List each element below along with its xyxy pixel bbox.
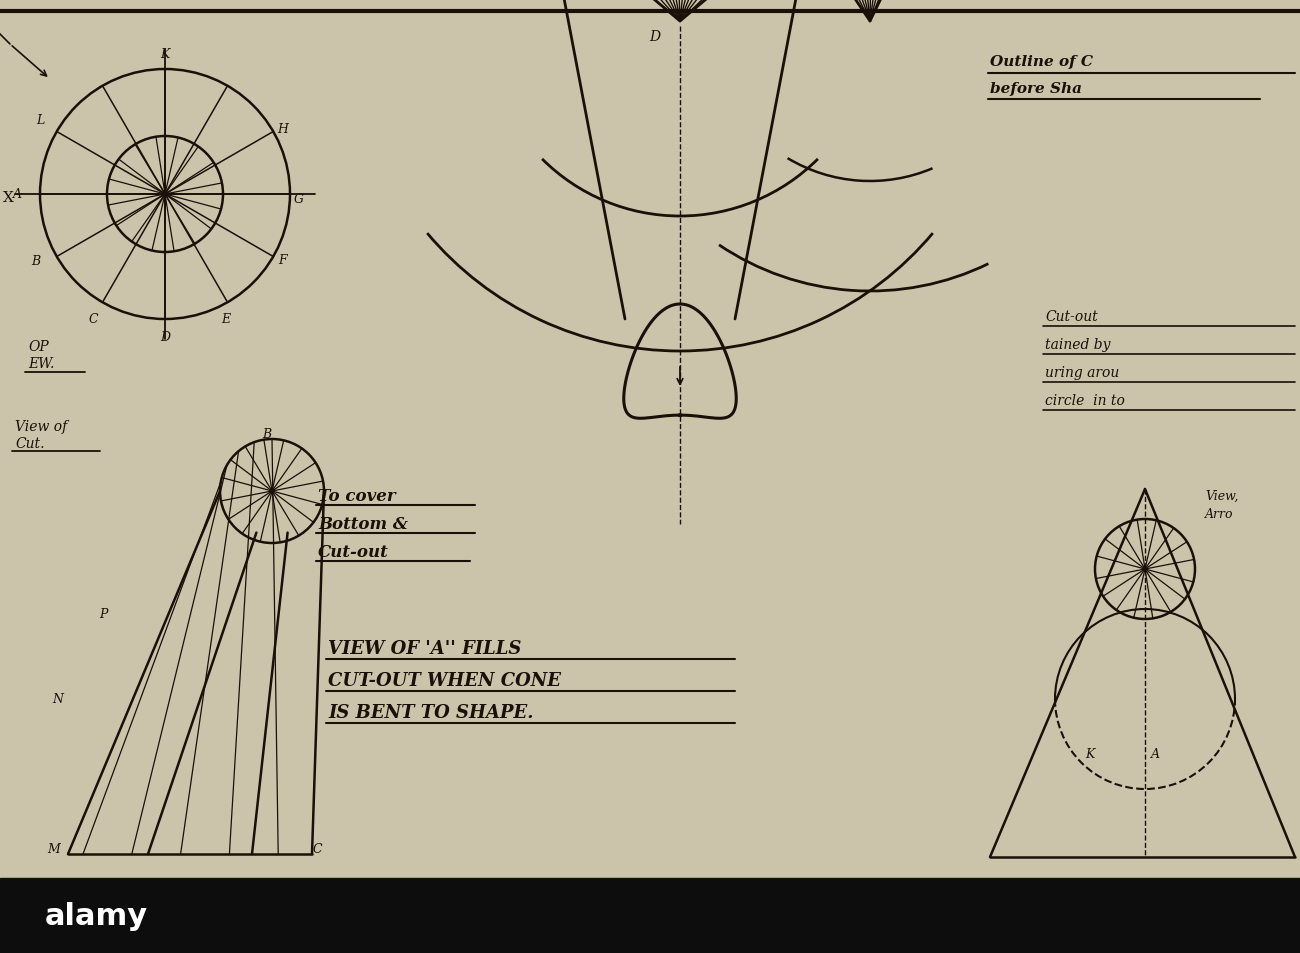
Text: CUT-OUT WHEN CONE: CUT-OUT WHEN CONE bbox=[328, 671, 562, 689]
Text: K: K bbox=[1086, 748, 1095, 760]
Text: View of: View of bbox=[16, 419, 68, 434]
Text: C: C bbox=[88, 313, 99, 326]
Text: N: N bbox=[52, 693, 64, 706]
Text: D: D bbox=[160, 331, 170, 344]
Text: before Sha: before Sha bbox=[991, 82, 1082, 96]
Text: Cut.: Cut. bbox=[16, 436, 44, 451]
Text: Cut-out: Cut-out bbox=[1045, 310, 1097, 324]
Text: uring arou: uring arou bbox=[1045, 366, 1119, 379]
Text: B: B bbox=[31, 254, 40, 268]
Text: K: K bbox=[160, 48, 169, 61]
Text: G: G bbox=[294, 193, 304, 206]
Text: To cover: To cover bbox=[318, 488, 395, 504]
Text: tained by: tained by bbox=[1045, 337, 1110, 352]
Text: EW.: EW. bbox=[29, 356, 55, 371]
Text: A: A bbox=[1150, 748, 1160, 760]
Text: E: E bbox=[221, 313, 231, 326]
Text: IS BENT TO SHAPE.: IS BENT TO SHAPE. bbox=[328, 703, 533, 721]
Text: C: C bbox=[312, 842, 322, 856]
Text: D: D bbox=[650, 30, 660, 44]
Text: Bottom &: Bottom & bbox=[318, 516, 408, 533]
Text: L: L bbox=[36, 113, 44, 127]
Text: OP: OP bbox=[29, 339, 49, 354]
Text: Cut-out: Cut-out bbox=[318, 543, 389, 560]
Text: alamy: alamy bbox=[46, 902, 148, 930]
Text: M: M bbox=[48, 842, 60, 856]
Text: View,: View, bbox=[1205, 490, 1239, 502]
Text: X: X bbox=[3, 191, 13, 205]
Bar bbox=[0, 878, 1300, 953]
Text: H: H bbox=[277, 123, 289, 136]
Text: circle  in to: circle in to bbox=[1045, 394, 1124, 408]
Text: B: B bbox=[263, 428, 272, 440]
Text: Outline of C: Outline of C bbox=[991, 55, 1093, 69]
Text: A: A bbox=[13, 189, 22, 201]
Text: Arro: Arro bbox=[1205, 507, 1234, 520]
Text: VIEW OF 'A'' FILLS: VIEW OF 'A'' FILLS bbox=[328, 639, 521, 658]
Text: F: F bbox=[278, 253, 287, 267]
Text: P: P bbox=[99, 608, 107, 620]
